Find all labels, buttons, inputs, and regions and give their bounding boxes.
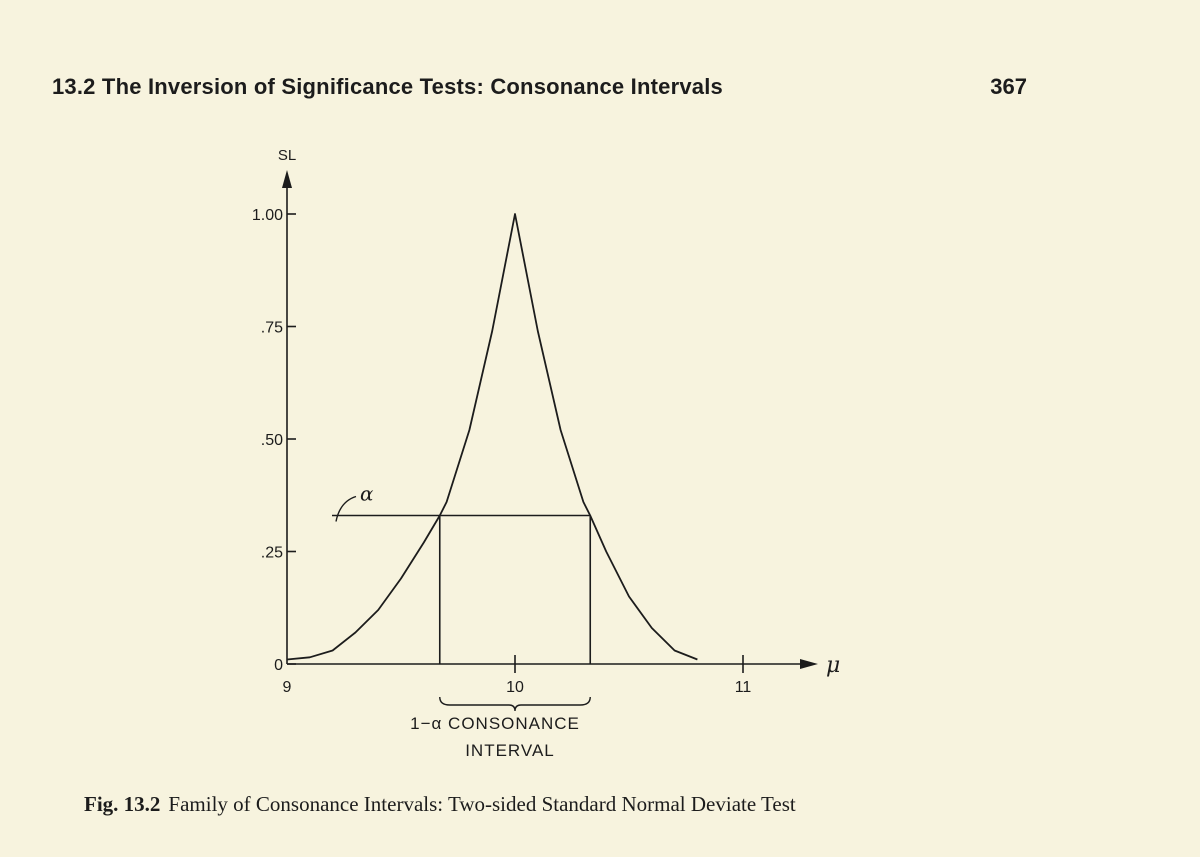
x-axis-label: μ xyxy=(826,653,840,678)
figure-caption: Fig. 13.2 Family of Consonance Intervals:… xyxy=(84,792,796,817)
y-tick-label-.75: .75 xyxy=(261,320,283,337)
y-tick-label-0: 0 xyxy=(274,657,283,674)
interval-label-line2: INTERVAL xyxy=(465,741,555,760)
x-tick-label-10: 10 xyxy=(506,679,524,696)
y-axis-label: SL xyxy=(278,147,296,164)
page-number: 367 xyxy=(990,74,1027,99)
page-header: 13.2 The Inversion of Significance Tests… xyxy=(52,74,1027,104)
figure-label: Fig. 13.2 xyxy=(84,792,161,816)
running-head: 13.2 The Inversion of Significance Tests… xyxy=(52,74,723,99)
y-tick-label-.50: .50 xyxy=(261,432,283,449)
consonance-curve xyxy=(286,213,698,661)
x-axis-arrow xyxy=(800,659,818,669)
y-tick-label-1.00: 1.00 xyxy=(252,207,283,224)
interval-label-line1: 1−α CONSONANCE xyxy=(410,714,580,733)
y-tick-label-.25: .25 xyxy=(261,545,283,562)
y-axis-arrow xyxy=(282,170,292,188)
x-tick-label-11: 11 xyxy=(735,679,752,696)
alpha-pointer xyxy=(335,495,357,522)
caption-text: Family of Consonance Intervals: Two-side… xyxy=(168,792,796,816)
interval-brace xyxy=(439,696,591,712)
x-tick-label-9: 9 xyxy=(283,679,292,696)
alpha-label: α xyxy=(360,482,374,506)
